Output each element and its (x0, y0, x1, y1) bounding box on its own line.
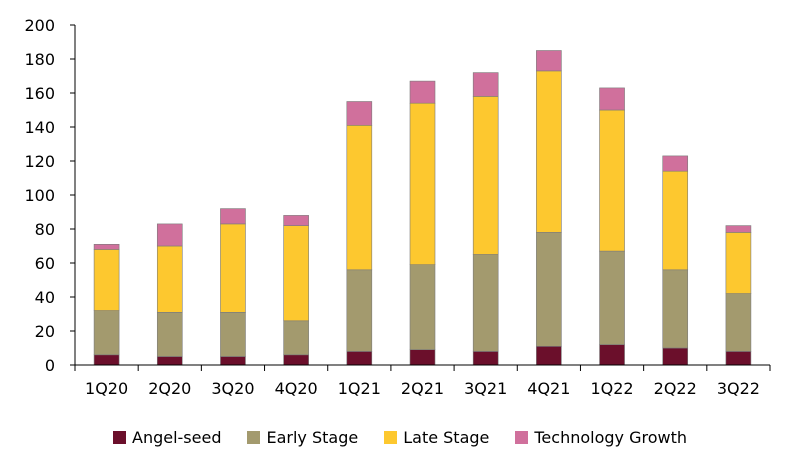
bar-segment-angel-seed-3q22 (725, 351, 752, 366)
x-tick-label: 2Q21 (401, 379, 444, 398)
bar-segment-late-stage-2q22 (662, 170, 689, 271)
y-axis: 0 20 40 60 80 100 120 140 160 180 200 (24, 16, 76, 375)
legend-label: Technology Growth (534, 427, 687, 447)
bars (93, 50, 752, 366)
x-tick-label: 3Q20 (211, 379, 254, 398)
bar-segment-early-stage-3q21 (472, 254, 499, 352)
bar-segment-early-stage-2q20 (156, 311, 183, 357)
bar-segment-late-stage-4q20 (283, 225, 309, 322)
bar-segment-technology-growth-2q22 (662, 155, 689, 172)
bar-segment-late-stage-1q20 (93, 249, 120, 311)
bar-segment-angel-seed-1q21 (346, 351, 373, 366)
bar-segment-early-stage-4q21 (536, 232, 562, 347)
legend-swatch (515, 430, 529, 444)
y-tick-label: 200 (24, 16, 55, 35)
bar-segment-late-stage-2q21 (409, 102, 436, 265)
bar-segment-technology-growth-1q20 (93, 244, 120, 250)
bar-segment-early-stage-3q22 (725, 293, 752, 352)
x-axis: 1Q20 2Q20 3Q20 4Q20 1Q21 2Q21 3Q21 4Q21 1Q22 2Q22… (74, 364, 771, 398)
legend-item-angel-seed: Angel-seed (113, 428, 221, 447)
y-tick-label: 160 (24, 84, 55, 103)
bar-segment-early-stage-4q20 (283, 320, 309, 356)
legend: Angel-seed Early Stage Late Stage Technolog… (0, 424, 800, 450)
legend-swatch (113, 430, 126, 444)
x-tick-label: 2Q20 (148, 379, 191, 398)
bar-segment-late-stage-1q21 (346, 125, 373, 271)
bar-segment-late-stage-3q21 (472, 96, 499, 255)
x-tick-label: 1Q20 (85, 379, 128, 398)
bar-segment-early-stage-2q21 (409, 264, 436, 351)
legend-swatch (247, 430, 261, 444)
bar-segment-angel-seed-1q20 (93, 354, 120, 366)
bar-segment-angel-seed-2q20 (156, 356, 183, 366)
y-tick-label: 140 (24, 118, 55, 137)
bar-segment-early-stage-1q21 (346, 269, 373, 352)
legend-item-late-stage: Late Stage (384, 428, 489, 447)
legend-label: Early Stage (266, 427, 359, 447)
bar-segment-technology-growth-1q22 (599, 87, 625, 111)
y-tick-label: 80 (35, 220, 55, 239)
bar-segment-technology-growth-4q21 (536, 50, 562, 72)
bar-segment-late-stage-2q20 (156, 245, 183, 313)
y-tick-label: 0 (45, 356, 55, 375)
bar-segment-technology-growth-1q21 (346, 101, 373, 126)
bar-segment-angel-seed-1q22 (599, 344, 625, 366)
x-tick-label: 4Q21 (527, 379, 570, 398)
legend-item-early-stage: Early Stage (247, 428, 358, 447)
legend-label: Late Stage (403, 427, 490, 447)
bar-segment-early-stage-3q20 (220, 311, 246, 357)
bar-segment-late-stage-1q22 (599, 109, 625, 252)
legend-item-technology-growth: Technology Growth (515, 428, 687, 447)
stacked-bar-chart: 0 20 40 60 80 100 120 140 160 180 200 1Q20 2Q20 3Q20… (24, 16, 771, 398)
bar-segment-angel-seed-2q22 (662, 347, 689, 366)
x-tick-label: 3Q21 (464, 379, 507, 398)
bar-segment-technology-growth-2q20 (156, 223, 183, 247)
y-tick-label: 60 (35, 254, 55, 273)
bar-segment-late-stage-4q21 (536, 70, 562, 233)
x-tick-label: 3Q22 (717, 379, 760, 398)
bar-segment-technology-growth-4q20 (283, 215, 309, 226)
bar-segment-late-stage-3q20 (220, 223, 246, 313)
y-tick-label: 100 (24, 186, 55, 205)
bar-segment-angel-seed-4q21 (536, 345, 562, 366)
bar-segment-technology-growth-2q21 (409, 80, 436, 104)
bar-segment-angel-seed-3q20 (220, 356, 246, 366)
y-tick-label: 180 (24, 50, 55, 69)
bar-segment-late-stage-3q22 (725, 232, 752, 294)
legend-label: Angel-seed (132, 427, 222, 447)
bar-segment-early-stage-1q22 (599, 250, 625, 345)
bar-segment-angel-seed-2q21 (409, 349, 436, 366)
bar-segment-angel-seed-4q20 (283, 354, 309, 366)
bar-segment-technology-growth-3q22 (725, 225, 752, 233)
x-tick-label: 4Q20 (275, 379, 318, 398)
bar-segment-early-stage-1q20 (93, 310, 120, 356)
x-tick-label: 2Q22 (654, 379, 697, 398)
x-tick-label: 1Q22 (590, 379, 633, 398)
y-tick-label: 20 (35, 322, 55, 341)
bar-segment-angel-seed-3q21 (472, 351, 499, 366)
y-tick-label: 40 (35, 288, 55, 307)
bar-segment-technology-growth-3q21 (472, 72, 499, 97)
x-tick-label: 1Q21 (338, 379, 381, 398)
bar-segment-early-stage-2q22 (662, 269, 689, 349)
legend-swatch (384, 430, 398, 444)
y-tick-label: 120 (24, 152, 55, 171)
bar-segment-technology-growth-3q20 (220, 208, 246, 225)
